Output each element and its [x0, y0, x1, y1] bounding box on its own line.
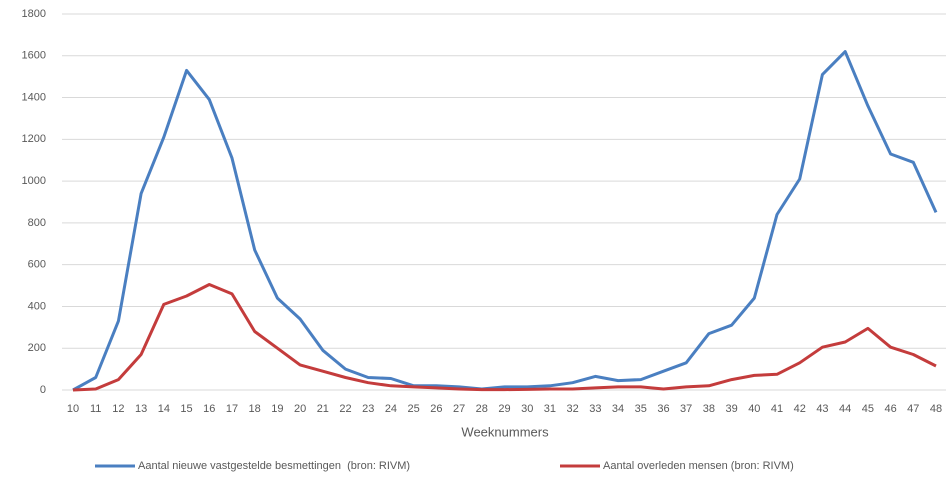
y-tick-label: 1200 [22, 133, 46, 145]
x-tick-label: 42 [794, 403, 806, 415]
x-tick-label: 37 [680, 403, 692, 415]
x-tick-label: 33 [589, 403, 601, 415]
x-tick-label: 44 [839, 403, 851, 415]
x-tick-label: 13 [135, 403, 147, 415]
y-tick-label: 1400 [22, 91, 46, 103]
series-line [72, 50, 938, 392]
x-tick-label: 24 [385, 403, 397, 415]
y-tick-label: 1600 [22, 50, 46, 62]
x-tick-label: 16 [203, 403, 215, 415]
x-tick-label: 36 [657, 403, 669, 415]
x-tick-label: 30 [521, 403, 533, 415]
x-axis-label: Weeknummers [461, 424, 549, 439]
x-tick-label: 47 [907, 403, 919, 415]
y-tick-label: 200 [28, 342, 46, 354]
x-tick-label: 20 [294, 403, 306, 415]
x-tick-label: 34 [612, 403, 624, 415]
x-tick-label: 41 [771, 403, 783, 415]
x-tick-label: 40 [748, 403, 760, 415]
x-tick-label: 39 [725, 403, 737, 415]
x-tick-label: 38 [703, 403, 715, 415]
legend-label: Aantal nieuwe vastgestelde besmettingen … [138, 460, 410, 472]
x-tick-label: 10 [67, 403, 79, 415]
y-tick-label: 400 [28, 300, 46, 312]
x-tick-label: 22 [339, 403, 351, 415]
x-tick-label: 15 [180, 403, 192, 415]
x-tick-label: 19 [271, 403, 283, 415]
x-tick-label: 11 [90, 403, 101, 415]
x-tick-label: 17 [226, 403, 238, 415]
x-tick-label: 29 [498, 403, 510, 415]
y-tick-label: 800 [28, 217, 46, 229]
x-tick-label: 12 [112, 403, 124, 415]
y-tick-label: 1800 [22, 8, 46, 20]
y-tick-label: 600 [28, 259, 46, 271]
y-tick-label: 1000 [22, 175, 46, 187]
x-tick-label: 21 [317, 403, 329, 415]
x-tick-label: 32 [567, 403, 579, 415]
x-tick-label: 23 [362, 403, 374, 415]
x-tick-label: 26 [430, 403, 442, 415]
x-tick-label: 18 [249, 403, 261, 415]
x-tick-label: 48 [930, 403, 942, 415]
x-tick-label: 35 [635, 403, 647, 415]
x-tick-label: 45 [862, 403, 874, 415]
series-line [72, 283, 937, 392]
x-tick-label: 27 [453, 403, 465, 415]
x-tick-label: 31 [544, 403, 556, 415]
x-tick-label: 43 [816, 403, 828, 415]
x-tick-label: 14 [158, 403, 170, 415]
y-tick-label: 0 [40, 384, 46, 396]
x-tick-label: 25 [408, 403, 420, 415]
x-tick-label: 46 [884, 403, 896, 415]
legend-label: Aantal overleden mensen (bron: RIVM) [603, 460, 794, 472]
x-tick-label: 28 [476, 403, 488, 415]
